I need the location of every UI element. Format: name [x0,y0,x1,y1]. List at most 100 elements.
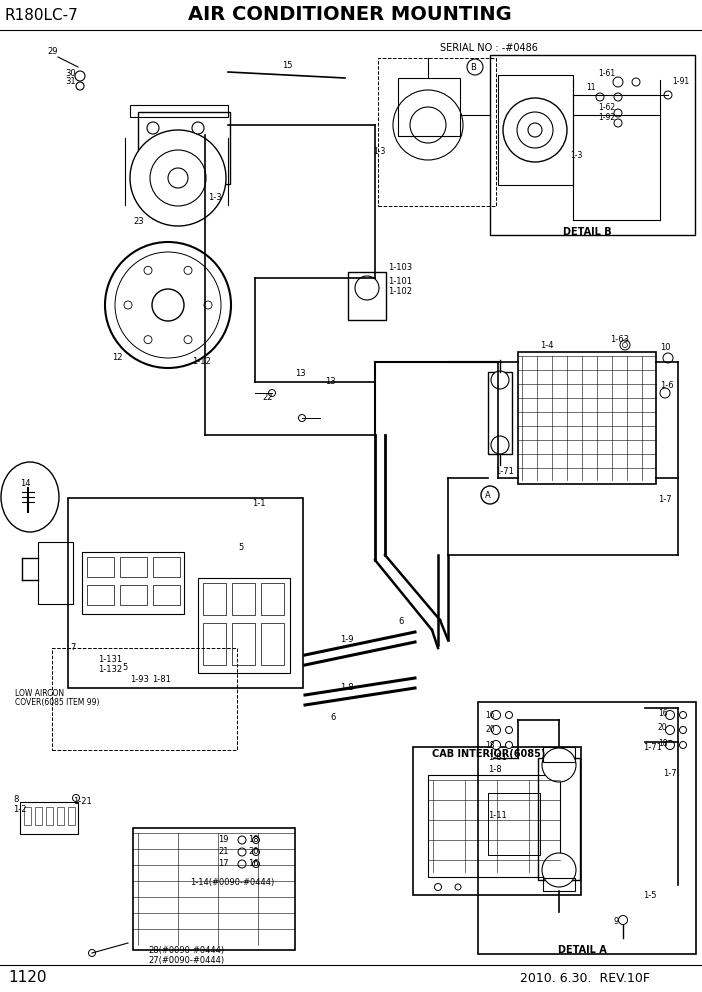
Text: 1-6: 1-6 [660,381,674,390]
Circle shape [238,836,246,844]
Circle shape [192,122,204,134]
Text: AIR CONDITIONER MOUNTING: AIR CONDITIONER MOUNTING [188,6,512,25]
Circle shape [614,93,622,101]
Text: 1-8: 1-8 [488,766,502,775]
Text: 1-21: 1-21 [73,798,92,806]
Text: 7: 7 [70,644,75,653]
Text: 1-92: 1-92 [598,113,615,122]
Bar [203,583,226,615]
Text: 1-3: 1-3 [570,151,583,160]
Bar [198,578,290,673]
Circle shape [665,725,675,734]
Circle shape [680,741,687,749]
Circle shape [355,276,379,300]
Circle shape [144,267,152,275]
Bar [413,747,581,895]
Circle shape [632,78,640,86]
Bar [478,702,696,954]
Text: 11: 11 [586,83,595,92]
Bar [378,58,496,206]
Text: 1-93: 1-93 [130,676,149,684]
Circle shape [115,252,221,358]
Text: 1-102: 1-102 [388,288,412,297]
Text: LOW AIRCON: LOW AIRCON [15,688,64,697]
Circle shape [152,289,184,321]
Bar [398,78,460,136]
Bar [57,807,64,825]
Circle shape [664,91,672,99]
Bar [261,623,284,665]
Circle shape [88,949,95,956]
Circle shape [491,710,501,719]
Text: B: B [470,62,476,71]
Bar [538,758,580,880]
Bar [82,552,184,614]
Text: 18: 18 [485,740,494,750]
Text: 17: 17 [218,859,229,869]
Circle shape [467,59,483,75]
Circle shape [503,98,567,162]
Circle shape [505,711,512,718]
Circle shape [660,388,670,398]
Bar [68,807,75,825]
Text: R180LC-7: R180LC-7 [5,8,79,23]
Text: 1-91: 1-91 [672,77,689,86]
Text: 22: 22 [262,394,272,403]
Bar [46,807,53,825]
Text: 1-81: 1-81 [152,676,171,684]
Text: 10: 10 [660,343,670,352]
Circle shape [491,740,501,750]
Circle shape [184,335,192,343]
Text: 1-103: 1-103 [388,264,412,273]
Circle shape [596,93,604,101]
Circle shape [623,342,628,347]
Text: 1-81: 1-81 [488,753,507,762]
Text: 1-5: 1-5 [643,891,656,900]
Text: 1-8: 1-8 [340,683,354,692]
Bar [35,807,42,825]
Bar [543,878,575,891]
Circle shape [614,109,622,117]
Bar [428,775,560,877]
Bar [87,557,114,577]
Bar [488,793,540,855]
Bar [38,542,73,604]
Circle shape [147,122,159,134]
Circle shape [665,710,675,719]
Text: 1-71: 1-71 [495,467,514,476]
Text: SERIAL NO : -#0486: SERIAL NO : -#0486 [440,43,538,53]
Text: 5: 5 [122,664,127,673]
Text: 1-3: 1-3 [208,193,222,202]
Bar [498,75,573,185]
Text: 5: 5 [238,544,244,553]
Text: 20: 20 [248,847,258,856]
Text: 13: 13 [325,378,336,387]
Text: 14: 14 [20,479,30,488]
Circle shape [663,353,673,363]
Text: 1-2: 1-2 [13,806,27,814]
Text: 1-132: 1-132 [98,666,122,675]
Text: 1-61: 1-61 [598,68,615,77]
Circle shape [253,860,260,867]
Text: DETAIL A: DETAIL A [558,945,607,955]
Bar [52,648,237,750]
Text: 1-4: 1-4 [540,340,553,349]
Text: 20: 20 [485,725,495,734]
Text: 1-63: 1-63 [610,335,629,344]
Bar [203,623,226,665]
Circle shape [238,860,246,868]
Circle shape [150,150,206,206]
Circle shape [435,884,442,891]
Circle shape [455,884,461,890]
Text: 16: 16 [485,710,495,719]
Text: 1-101: 1-101 [388,278,412,287]
Text: 23: 23 [133,217,144,226]
Bar [153,557,180,577]
Text: 28(#0090-#0444): 28(#0090-#0444) [148,945,224,954]
Text: 19: 19 [218,835,228,844]
Bar [518,352,656,484]
Circle shape [238,848,246,856]
Circle shape [620,340,630,350]
Circle shape [184,267,192,275]
Text: 29: 29 [47,48,58,57]
